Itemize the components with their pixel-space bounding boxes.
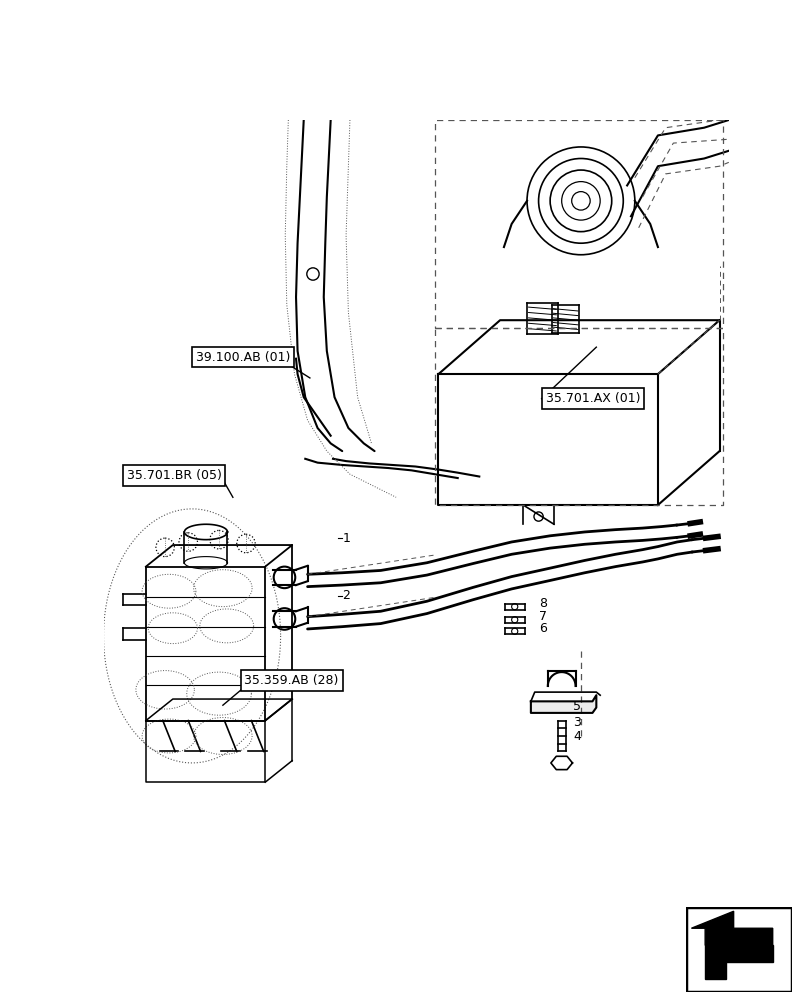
Text: 5: 5 [573,700,581,713]
Text: 1: 1 [341,532,350,545]
Text: 6: 6 [539,622,547,635]
Text: 35.701.AX (01): 35.701.AX (01) [545,392,639,405]
Text: 4: 4 [573,730,581,742]
Text: 2: 2 [341,589,350,602]
Text: 35.701.BR (05): 35.701.BR (05) [127,469,221,482]
Text: 39.100.AB (01): 39.100.AB (01) [195,351,290,364]
Polygon shape [530,695,595,713]
Polygon shape [685,907,791,992]
Text: 3: 3 [573,716,581,729]
Text: 8: 8 [539,597,547,610]
Text: 35.359.AB (28): 35.359.AB (28) [244,674,338,687]
Polygon shape [691,911,772,945]
Text: 7: 7 [539,610,547,623]
Polygon shape [704,945,772,979]
